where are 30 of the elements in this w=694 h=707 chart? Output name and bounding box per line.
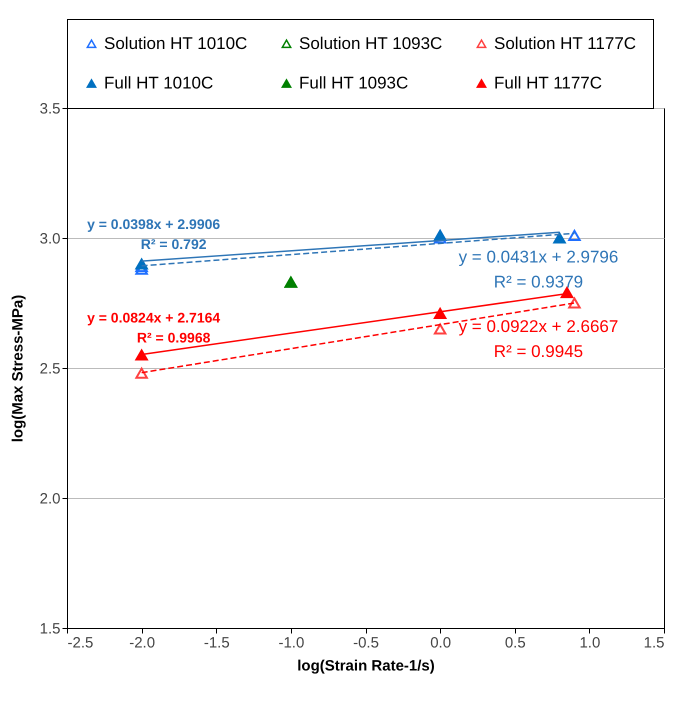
annotation: y = 0.0922x + 2.6667 (458, 317, 618, 336)
legend-label: Solution HT 1093C (299, 34, 442, 53)
y-axis-title: log(Max Stress-MPa) (10, 294, 27, 442)
y-tick-label: 1.5 (40, 620, 60, 638)
annotation: y = 0.0431x + 2.9796 (458, 247, 618, 266)
annotation: y = 0.0824x + 2.7164 (87, 309, 220, 326)
x-tick-label: 1.5 (644, 634, 664, 652)
x-tick-label: -2.0 (129, 634, 156, 652)
y-tick-label: 3.0 (40, 230, 60, 248)
legend-label: Full HT 1010C (104, 74, 214, 92)
y-tick-label: 3.5 (40, 100, 60, 118)
legend-label: Solution HT 1010C (104, 34, 248, 53)
annotation: R² = 0.792 (140, 236, 207, 252)
x-tick-label: -1.0 (278, 634, 304, 652)
y-tick-label: 2.5 (40, 360, 60, 378)
x-axis-title: log(Strain Rate-1/s) (297, 658, 435, 674)
x-tick-label: -0.5 (353, 634, 379, 652)
legend-label: Full HT 1177C (494, 74, 602, 92)
legend-label: Solution HT 1177C (494, 34, 636, 53)
annotation: y = 0.0398x + 2.9906 (87, 216, 220, 232)
x-tick-label: -2.5 (68, 634, 94, 652)
x-tick-label: 1.0 (579, 634, 600, 652)
y-tick-label: 2.0 (40, 490, 60, 508)
x-tick-label: 0.5 (504, 634, 526, 652)
annotation: R² = 0.9968 (136, 329, 211, 346)
annotation: R² = 0.9945 (494, 342, 584, 361)
x-tick-label: -1.5 (204, 634, 230, 652)
x-tick-label: 0.0 (430, 634, 452, 652)
legend-label: Full HT 1093C (299, 74, 408, 92)
annotation: R² = 0.9379 (494, 272, 584, 292)
